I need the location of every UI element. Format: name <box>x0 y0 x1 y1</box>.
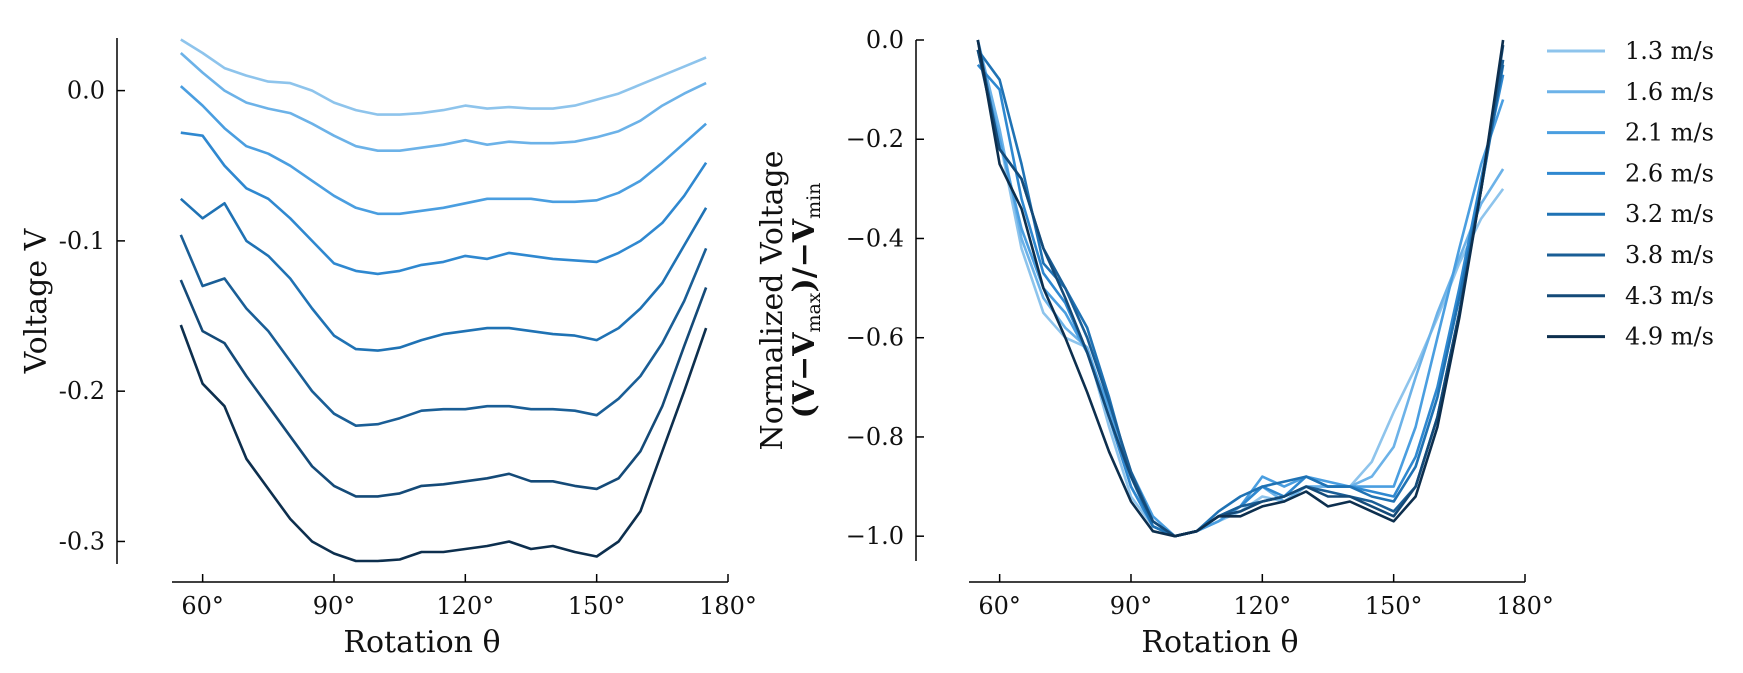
x-tick-label: 180° <box>1496 592 1554 620</box>
formula-subscript: max <box>803 292 825 332</box>
x-tick-label: 90° <box>313 592 356 620</box>
y-tick-label: −0.2 <box>846 125 904 153</box>
x-tick-label: 60° <box>181 592 224 620</box>
data-line <box>179 197 708 352</box>
y-tick-label: -0.2 <box>59 377 105 405</box>
legend-label: 3.8 m/s <box>1625 241 1714 269</box>
data-line <box>180 38 707 116</box>
x-tick-label: 60° <box>978 592 1021 620</box>
y-tick-label: −1.0 <box>846 522 904 550</box>
data-line <box>179 234 708 428</box>
data-line <box>180 131 708 276</box>
legend-label: 2.6 m/s <box>1625 159 1714 187</box>
x-tick-label: 150° <box>568 592 626 620</box>
x-tick-label: 120° <box>436 592 494 620</box>
y-tick-label: -0.1 <box>59 227 105 255</box>
x-axis-label: Rotation θ <box>343 625 500 660</box>
y-tick-label: -0.3 <box>59 527 105 555</box>
y-tick-label: 0.0 <box>866 26 904 54</box>
y-axis-label: Voltage V <box>19 227 54 374</box>
data-line <box>976 39 1505 538</box>
y-tick-label: −0.8 <box>846 423 904 451</box>
legend-label: 3.2 m/s <box>1625 200 1714 228</box>
x-axis-label: Rotation θ <box>1141 625 1298 660</box>
data-line <box>179 324 708 563</box>
y-axis-label-formula: (V−Vmax)/−Vmin <box>787 183 825 419</box>
x-tick-label: 120° <box>1233 592 1291 620</box>
data-line <box>976 44 1505 538</box>
x-tick-label: 150° <box>1365 592 1423 620</box>
legend-label: 1.6 m/s <box>1625 78 1714 106</box>
formula-part: )/−V <box>787 218 822 292</box>
legend-label: 2.1 m/s <box>1625 119 1714 147</box>
legend-label: 4.9 m/s <box>1625 323 1714 351</box>
formula-part: (V−V <box>787 332 822 419</box>
x-tick-label: 90° <box>1110 592 1153 620</box>
data-line <box>179 52 707 152</box>
data-line <box>179 85 707 216</box>
y-tick-label: 0.0 <box>67 77 105 105</box>
legend-label: 4.3 m/s <box>1625 282 1714 310</box>
y-tick-label: −0.6 <box>846 324 904 352</box>
formula-subscript: min <box>803 183 825 219</box>
y-axis-label: Normalized Voltage <box>755 151 790 451</box>
y-tick-label: −0.4 <box>846 224 904 252</box>
data-line <box>179 279 708 498</box>
x-tick-label: 180° <box>699 592 757 620</box>
legend-label: 1.3 m/s <box>1625 37 1714 65</box>
